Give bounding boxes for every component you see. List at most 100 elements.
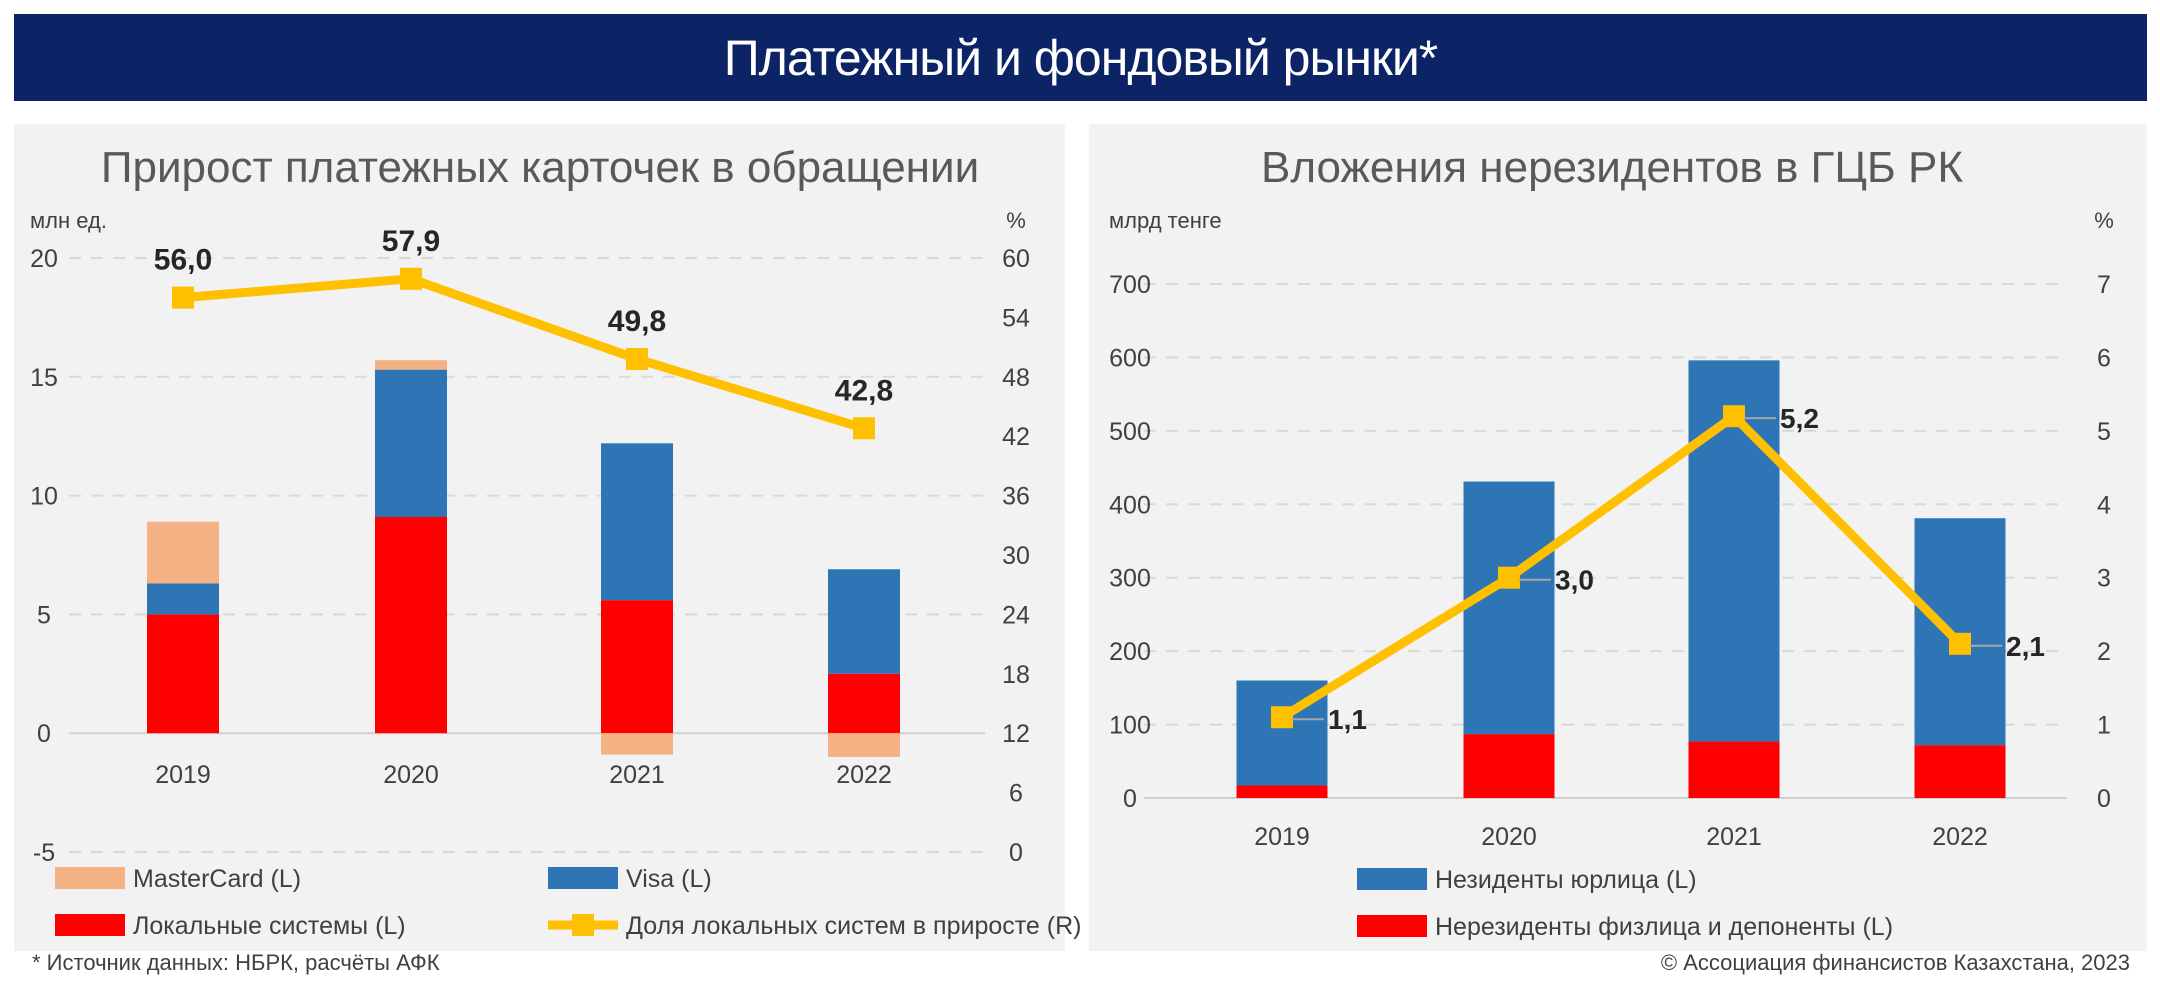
y-tick-label: 5 <box>37 601 51 629</box>
series-line <box>1279 411 1964 722</box>
y2-tick-label: 24 <box>1002 601 1030 629</box>
bar-segment <box>828 673 900 734</box>
legend-swatch <box>1357 868 1427 890</box>
y-tick-label: 300 <box>1109 565 1151 593</box>
y2-tick-label: 48 <box>1002 364 1030 392</box>
y-tick-label: 200 <box>1109 638 1151 666</box>
x-tick-label: 2020 <box>383 761 439 789</box>
y2-tick-label: 12 <box>1002 720 1030 748</box>
line-marker <box>1498 566 1520 589</box>
legend-swatch <box>55 914 125 936</box>
legend-swatch <box>55 867 125 889</box>
x-tick-label: 2019 <box>1254 823 1310 851</box>
line-marker <box>400 267 422 290</box>
x-tick-label: 2019 <box>155 761 211 789</box>
y-tick-label: 700 <box>1109 271 1151 299</box>
bar-segment <box>601 733 673 755</box>
chart-title: Вложения нерезидентов в ГЦБ РК <box>1261 143 1963 192</box>
y2-tick-label: 18 <box>1002 661 1030 689</box>
data-label: 3,0 <box>1555 565 1594 596</box>
line-marker <box>626 347 648 370</box>
bar-segment <box>828 733 900 757</box>
page-title: Платежный и фондовый рынки* <box>723 29 1439 86</box>
legend-label: Локальные системы (L) <box>133 912 406 940</box>
y-tick-label: 0 <box>37 720 51 748</box>
y-tick-label: 400 <box>1109 491 1151 519</box>
y-tick-label: 15 <box>30 364 58 392</box>
chart-title: Прирост платежных карточек в обращении <box>101 143 979 192</box>
y-tick-label: 100 <box>1109 712 1151 740</box>
y2-tick-label: 1 <box>2097 712 2111 740</box>
data-label: 49,8 <box>608 305 666 338</box>
line-marker <box>1271 706 1293 729</box>
legend-marker-swatch <box>572 914 594 936</box>
bar-segment <box>1463 734 1555 798</box>
y2-tick-label: 2 <box>2097 638 2111 666</box>
line-marker <box>1723 405 1745 428</box>
legend-label: Незиденты юрлица (L) <box>1435 866 1697 894</box>
bar-segment <box>1688 741 1780 798</box>
y2-tick-label: 0 <box>2097 785 2111 813</box>
y2-tick-label: 60 <box>1002 245 1030 273</box>
line-marker <box>172 286 194 309</box>
copyright: © Ассоциация финансистов Казахстана, 202… <box>1660 950 2130 975</box>
x-tick-label: 2022 <box>1932 823 1988 851</box>
bar-segment <box>1236 785 1328 798</box>
y2-tick-label: 30 <box>1002 542 1030 570</box>
y2-tick-label: 7 <box>2097 271 2111 299</box>
y-axis-unit-label: млн ед. <box>30 208 107 233</box>
bar-segment <box>1463 481 1555 735</box>
y-tick-label: 10 <box>30 483 58 511</box>
bar-segment <box>1914 745 2006 798</box>
bar-segment <box>375 369 447 517</box>
legend-label: Нерезиденты физлица и депоненты (L) <box>1435 913 1893 941</box>
y-tick-label: -5 <box>33 839 55 867</box>
data-label: 1,1 <box>1328 704 1367 735</box>
data-label: 57,9 <box>382 225 440 258</box>
y2-tick-label: 4 <box>2097 491 2111 519</box>
bar-segment <box>147 614 219 734</box>
bar-segment <box>828 569 900 674</box>
y2-axis-unit-label: % <box>1006 208 1026 233</box>
y2-tick-label: 6 <box>2097 344 2111 372</box>
bar-segment <box>147 583 219 615</box>
legend-swatch <box>548 867 618 889</box>
series-line <box>182 274 866 433</box>
bar-segment <box>601 443 673 601</box>
data-label: 5,2 <box>1780 403 1819 434</box>
page-header: Платежный и фондовый рынки* <box>14 14 2147 101</box>
y2-tick-label: 6 <box>1009 780 1023 808</box>
bar-segment <box>147 521 219 584</box>
data-label: 42,8 <box>835 374 893 407</box>
y2-tick-label: 5 <box>2097 418 2111 446</box>
line-marker <box>1949 632 1971 655</box>
bar-segment <box>375 360 447 370</box>
legend-label: MasterCard (L) <box>133 865 301 893</box>
y-tick-label: 0 <box>1123 785 1137 813</box>
bar-segment <box>601 600 673 734</box>
data-label: 56,0 <box>154 244 212 277</box>
bar-segment <box>1914 518 2006 746</box>
y2-tick-label: 54 <box>1002 304 1030 332</box>
y2-tick-label: 0 <box>1009 839 1023 867</box>
bar-segment <box>375 516 447 734</box>
y2-tick-label: 42 <box>1002 423 1030 451</box>
x-tick-label: 2022 <box>836 761 892 789</box>
y2-axis-unit-label: % <box>2094 208 2114 233</box>
line-marker <box>853 417 875 440</box>
y2-tick-label: 36 <box>1002 483 1030 511</box>
x-tick-label: 2021 <box>609 761 665 789</box>
legend-swatch <box>1357 915 1427 937</box>
x-tick-label: 2020 <box>1481 823 1537 851</box>
y-tick-label: 600 <box>1109 344 1151 372</box>
legend-label: Visa (L) <box>626 865 712 893</box>
y-tick-label: 20 <box>30 245 58 273</box>
y2-tick-label: 3 <box>2097 565 2111 593</box>
data-label: 2,1 <box>2006 631 2045 662</box>
legend-label: Доля локальных систем в приросте (R) <box>626 912 1081 940</box>
y-axis-unit-label: млрд тенге <box>1109 208 1222 233</box>
y-tick-label: 500 <box>1109 418 1151 446</box>
footnote-source: * Источник данных: НБРК, расчёты АФК <box>32 950 440 975</box>
x-tick-label: 2021 <box>1706 823 1762 851</box>
